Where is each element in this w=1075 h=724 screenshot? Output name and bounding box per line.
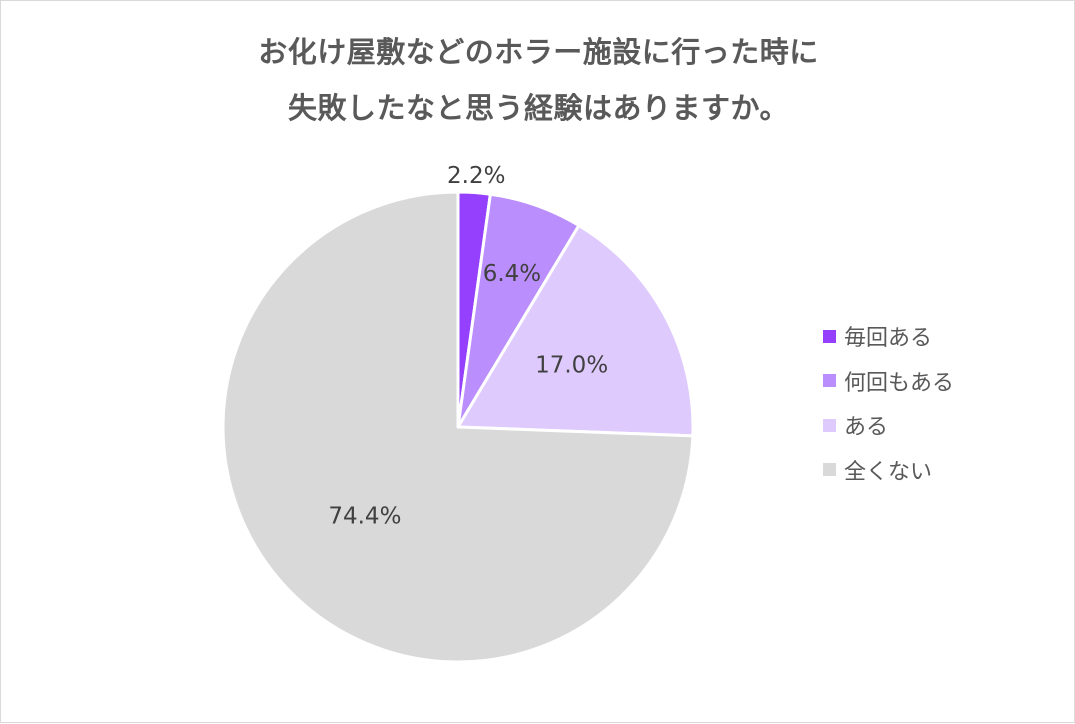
legend-item-4: 全くない [823, 448, 954, 493]
legend-item-2: 何回もある [823, 359, 954, 404]
pie-data-labels: 2.2% 6.4% 17.0% 74.4% [328, 163, 608, 530]
legend-label: 毎回ある [844, 326, 933, 352]
legend: 毎回ある何回もあるある全くない [823, 314, 954, 492]
legend-label: 全くない [844, 459, 933, 485]
legend-swatch [823, 374, 836, 388]
legend-swatch [823, 418, 836, 432]
pie-data-label-2: 6.4% [483, 261, 541, 287]
pie-slice-3 [456, 223, 695, 438]
pie-slice-4 [221, 190, 695, 664]
chart-title-line-1: お化け屋敷などのホラー施設に行った時に [258, 35, 819, 69]
chart-title-line-2: 失敗したなと思う経験はありますか。 [288, 91, 789, 125]
legend-item-1: 毎回ある [823, 314, 954, 359]
pie-slices [221, 190, 695, 664]
legend-item-3: ある [823, 403, 954, 448]
pie-data-label-1: 2.2% [447, 163, 505, 189]
legend-label: 何回もある [844, 370, 955, 396]
legend-swatch [823, 463, 836, 477]
legend-label: ある [844, 415, 889, 441]
pie-data-label-3: 17.0% [535, 352, 608, 378]
pie-data-label-4: 74.4% [328, 504, 401, 530]
legend-swatch [823, 329, 836, 343]
